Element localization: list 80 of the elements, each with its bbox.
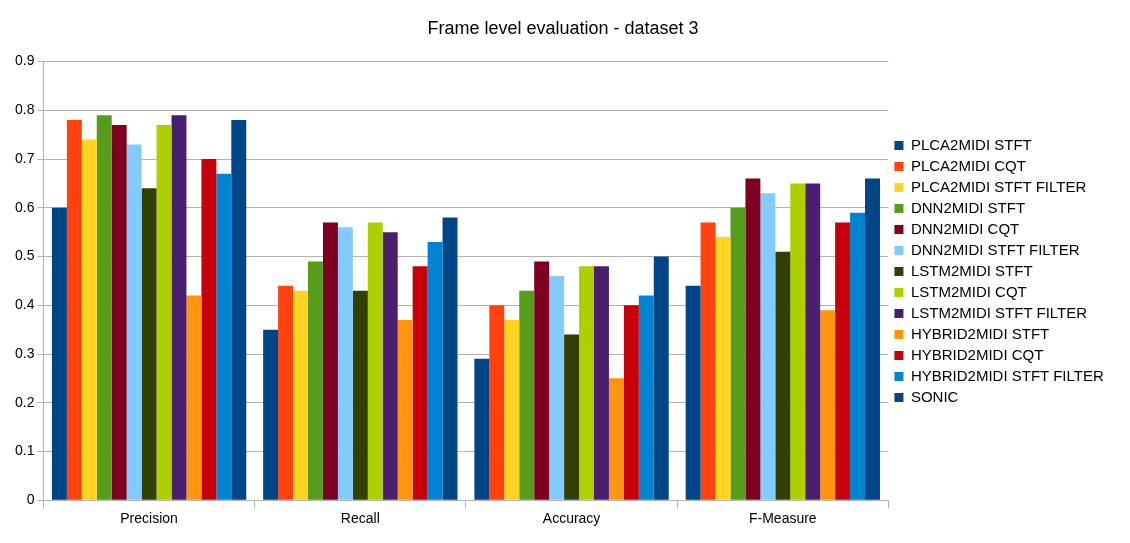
y-tick-label: 0.3 <box>14 344 35 361</box>
bar <box>504 319 520 500</box>
bar <box>51 207 67 500</box>
legend-label: DNN2MIDI STFT <box>910 198 1026 216</box>
y-tick-label: 0 <box>26 491 35 508</box>
bar <box>489 305 505 500</box>
bar <box>790 183 806 500</box>
y-tick-label: 0.7 <box>14 149 35 166</box>
legend-label: LSTM2MIDI STFT <box>910 261 1033 279</box>
y-tick-label: 0.8 <box>14 101 35 118</box>
bar <box>278 285 294 500</box>
bar <box>231 120 247 500</box>
bar <box>126 144 142 500</box>
bar <box>201 159 217 500</box>
bar <box>427 241 443 500</box>
legend-label: PLCA2MIDI STFT FILTER <box>910 177 1087 195</box>
bar <box>745 178 761 500</box>
bar <box>534 261 550 500</box>
legend-label: PLCA2MIDI CQT <box>910 156 1026 174</box>
bar <box>66 120 82 500</box>
y-tick-label: 0.6 <box>14 198 35 215</box>
bar <box>775 251 791 500</box>
bar <box>171 115 187 500</box>
legend-label: LSTM2MIDI STFT FILTER <box>910 303 1088 321</box>
bar <box>156 124 172 500</box>
bar <box>412 266 428 500</box>
bar <box>263 329 279 500</box>
bar <box>638 295 654 500</box>
bar <box>850 212 866 500</box>
legend-label: SONIC <box>910 387 959 405</box>
legend-label: PLCA2MIDI STFT <box>910 135 1032 153</box>
legend-label: DNN2MIDI CQT <box>910 219 1020 237</box>
y-tick-label: 0.2 <box>14 393 35 410</box>
bar <box>653 256 669 500</box>
bar <box>96 115 112 500</box>
bar <box>322 222 338 500</box>
bar <box>820 310 836 500</box>
bar <box>730 207 746 500</box>
bar <box>216 173 232 500</box>
bar <box>141 188 157 500</box>
y-tick-label: 0.1 <box>14 442 35 459</box>
bar <box>308 261 323 500</box>
legend-label: HYBRID2MIDI STFT <box>910 324 1050 342</box>
x-tick-label: Recall <box>340 510 380 527</box>
legend-label: HYBRID2MIDI STFT FILTER <box>910 366 1104 384</box>
x-tick-label: F-Measure <box>748 510 817 527</box>
bar <box>367 222 383 500</box>
chart-title: Frame level evaluation - dataset 3 <box>427 17 699 38</box>
legend-label: DNN2MIDI STFT FILTER <box>910 240 1080 258</box>
bar <box>337 227 353 500</box>
bar <box>564 334 580 500</box>
bar <box>593 266 609 500</box>
bar <box>579 266 594 500</box>
bar <box>835 222 851 500</box>
bar <box>293 290 308 500</box>
bar <box>865 178 880 500</box>
bar <box>685 285 701 500</box>
bar <box>623 305 639 500</box>
bar <box>519 290 535 500</box>
bar <box>442 217 458 500</box>
bar <box>81 139 97 500</box>
bar <box>700 222 716 500</box>
legend-label: HYBRID2MIDI CQT <box>910 345 1044 363</box>
y-tick-label: 0.4 <box>14 296 35 313</box>
x-tick-label: Accuracy <box>542 510 601 527</box>
bar <box>382 232 398 500</box>
bar <box>608 378 624 500</box>
bar <box>111 124 127 500</box>
x-tick-label: Precision <box>120 510 178 527</box>
bar <box>760 193 776 500</box>
bar <box>352 290 368 500</box>
bar <box>549 276 565 500</box>
legend-label: LSTM2MIDI CQT <box>910 282 1027 300</box>
bar <box>715 237 731 500</box>
bar <box>805 183 821 500</box>
y-tick-label: 0.5 <box>14 247 35 264</box>
y-tick-label: 0.9 <box>14 52 35 69</box>
bar <box>397 319 413 500</box>
bar <box>474 358 490 500</box>
bar <box>186 295 202 500</box>
